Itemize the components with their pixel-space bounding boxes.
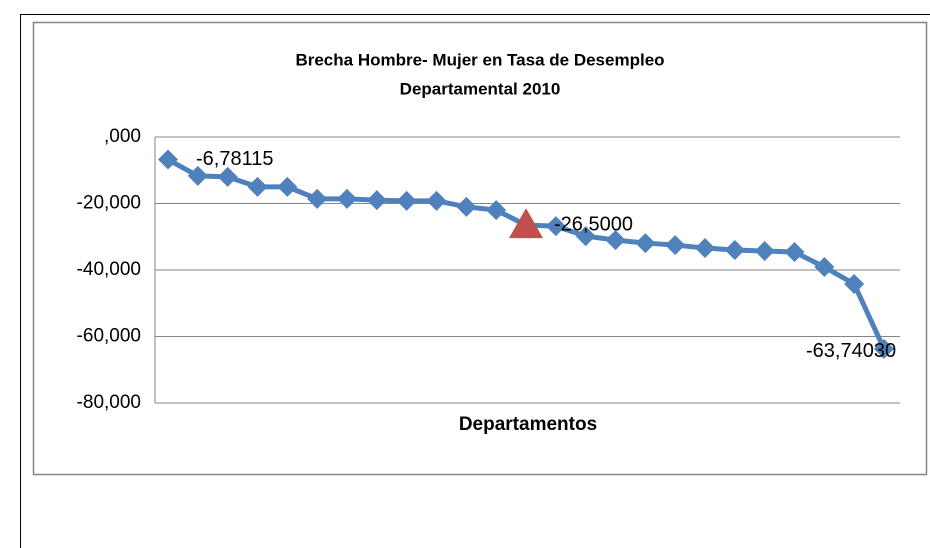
outer-frame — [20, 14, 930, 548]
y-tick-label: -40,000 — [77, 259, 141, 280]
point-marker — [635, 233, 656, 254]
point-marker — [844, 273, 865, 294]
point-marker — [187, 165, 208, 186]
data-label: -6,78115 — [196, 148, 273, 170]
point-marker — [307, 188, 328, 209]
point-marker — [426, 190, 447, 211]
y-tick-label: ,000 — [104, 126, 141, 147]
chart-title: Brecha Hombre- Mujer en Tasa de Desemple… — [295, 50, 664, 69]
point-marker — [217, 166, 238, 187]
point-marker — [575, 226, 596, 247]
point-marker — [724, 240, 745, 261]
point-marker — [486, 200, 507, 221]
chart-title: Departamental 2010 — [400, 79, 561, 98]
point-marker — [784, 242, 805, 263]
point-marker — [695, 238, 715, 259]
point-marker — [605, 230, 626, 251]
y-tick-label: -80,000 — [77, 392, 141, 413]
point-marker — [366, 190, 387, 211]
point-marker — [665, 235, 686, 256]
data-label: -63,74030 — [806, 340, 896, 362]
point-marker — [814, 257, 835, 278]
point-marker — [337, 188, 357, 209]
y-tick-label: -60,000 — [77, 326, 141, 347]
x-axis-label: Departamentos — [459, 414, 597, 435]
point-marker — [545, 216, 566, 237]
chart-area — [32, 21, 928, 476]
point-marker — [396, 190, 417, 211]
point-marker — [456, 196, 477, 217]
y-tick-label: -20,000 — [77, 193, 141, 214]
highlight-marker — [509, 208, 543, 239]
point-marker — [158, 149, 178, 170]
point-marker — [874, 338, 894, 359]
point-marker — [247, 176, 268, 197]
data-label: -26,5000 — [554, 213, 633, 235]
point-marker — [754, 241, 775, 262]
point-marker — [277, 176, 298, 197]
